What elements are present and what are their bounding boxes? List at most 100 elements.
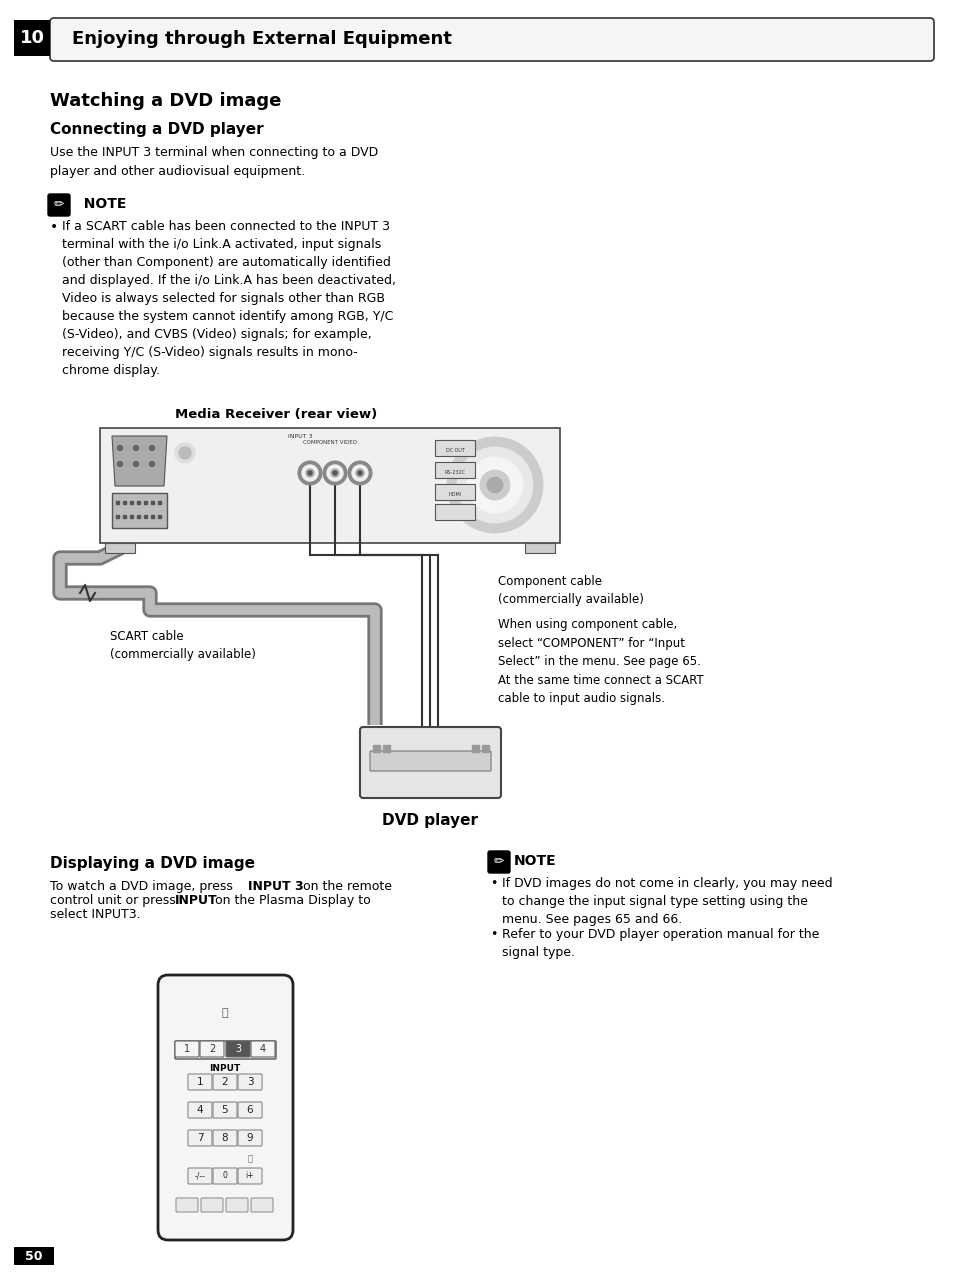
Text: on the Plasma Display to: on the Plasma Display to	[211, 894, 371, 907]
FancyBboxPatch shape	[237, 1130, 262, 1147]
FancyBboxPatch shape	[251, 1198, 273, 1212]
FancyBboxPatch shape	[174, 1041, 275, 1059]
Text: Refer to your DVD player operation manual for the
signal type.: Refer to your DVD player operation manua…	[501, 927, 819, 959]
Text: DVD player: DVD player	[381, 813, 477, 828]
Text: 0: 0	[222, 1172, 227, 1181]
Text: ✏: ✏	[494, 856, 504, 869]
Text: HDMI: HDMI	[448, 492, 461, 497]
Circle shape	[117, 461, 122, 466]
FancyBboxPatch shape	[435, 462, 475, 478]
FancyBboxPatch shape	[112, 493, 167, 527]
Text: i+: i+	[246, 1172, 254, 1181]
Bar	[130, 501, 132, 505]
FancyBboxPatch shape	[14, 20, 50, 56]
FancyBboxPatch shape	[200, 1041, 224, 1057]
Polygon shape	[112, 436, 167, 485]
Text: on the remote: on the remote	[298, 880, 392, 893]
FancyBboxPatch shape	[237, 1168, 262, 1184]
FancyBboxPatch shape	[226, 1198, 248, 1212]
Text: 5: 5	[221, 1105, 228, 1115]
Circle shape	[333, 471, 336, 475]
FancyBboxPatch shape	[237, 1074, 262, 1091]
Text: 3: 3	[247, 1077, 253, 1087]
Bar	[116, 515, 119, 519]
Text: Watching a DVD image: Watching a DVD image	[50, 92, 281, 110]
Circle shape	[355, 469, 364, 476]
Circle shape	[327, 465, 343, 482]
Bar	[472, 745, 478, 752]
Circle shape	[150, 461, 154, 466]
FancyBboxPatch shape	[524, 543, 555, 553]
Bar	[382, 745, 390, 752]
FancyBboxPatch shape	[105, 543, 135, 553]
Text: 4: 4	[259, 1043, 266, 1054]
Text: To watch a DVD image, press: To watch a DVD image, press	[50, 880, 236, 893]
Bar	[158, 501, 161, 505]
Text: INPUT: INPUT	[209, 1064, 240, 1073]
FancyBboxPatch shape	[188, 1102, 212, 1119]
FancyBboxPatch shape	[14, 1247, 54, 1265]
Bar	[137, 515, 140, 519]
Circle shape	[308, 471, 312, 475]
Text: SCART cable
(commercially available): SCART cable (commercially available)	[110, 631, 255, 661]
FancyBboxPatch shape	[213, 1130, 236, 1147]
Text: INPUT 3: INPUT 3	[248, 880, 303, 893]
Circle shape	[133, 461, 138, 466]
Circle shape	[297, 461, 322, 485]
Bar	[481, 745, 489, 752]
Text: RS-232C: RS-232C	[444, 470, 465, 475]
FancyBboxPatch shape	[488, 851, 510, 873]
Circle shape	[306, 469, 314, 476]
Text: 2: 2	[221, 1077, 228, 1087]
Circle shape	[357, 471, 361, 475]
Text: ⏻: ⏻	[221, 1008, 228, 1018]
FancyBboxPatch shape	[188, 1074, 212, 1091]
Circle shape	[456, 447, 533, 524]
FancyBboxPatch shape	[188, 1130, 212, 1147]
FancyBboxPatch shape	[213, 1168, 236, 1184]
Text: INPUT: INPUT	[174, 894, 217, 907]
FancyBboxPatch shape	[435, 484, 475, 499]
Bar	[158, 515, 161, 519]
FancyBboxPatch shape	[213, 1074, 236, 1091]
FancyBboxPatch shape	[50, 18, 933, 61]
Text: Component cable
(commercially available): Component cable (commercially available)	[497, 575, 643, 606]
Text: When using component cable,
select “COMPONENT” for “Input
Select” in the menu. S: When using component cable, select “COMP…	[497, 618, 703, 705]
Circle shape	[323, 461, 347, 485]
FancyBboxPatch shape	[213, 1102, 236, 1119]
Circle shape	[179, 447, 191, 459]
Text: Displaying a DVD image: Displaying a DVD image	[50, 856, 254, 871]
Circle shape	[352, 465, 368, 482]
Text: ✏: ✏	[53, 199, 64, 211]
Circle shape	[302, 465, 317, 482]
FancyBboxPatch shape	[237, 1102, 262, 1119]
Bar	[130, 515, 132, 519]
Text: •: •	[50, 220, 58, 234]
Text: Connecting a DVD player: Connecting a DVD player	[50, 122, 263, 138]
Text: DC OUT: DC OUT	[445, 448, 464, 454]
Circle shape	[214, 1003, 234, 1023]
Circle shape	[447, 437, 542, 533]
Circle shape	[133, 446, 138, 451]
FancyBboxPatch shape	[370, 750, 491, 771]
Text: 4: 4	[196, 1105, 203, 1115]
FancyBboxPatch shape	[188, 1168, 212, 1184]
Circle shape	[331, 469, 338, 476]
Text: NOTE: NOTE	[514, 854, 556, 868]
FancyBboxPatch shape	[435, 505, 475, 520]
Text: 50: 50	[25, 1250, 43, 1263]
Text: control unit or press: control unit or press	[50, 894, 179, 907]
FancyBboxPatch shape	[175, 1198, 198, 1212]
Bar	[144, 501, 147, 505]
Text: •: •	[490, 877, 497, 891]
FancyBboxPatch shape	[435, 440, 475, 456]
Circle shape	[486, 476, 502, 493]
Text: 10: 10	[19, 29, 45, 47]
Text: COMPONENT VIDEO: COMPONENT VIDEO	[303, 440, 356, 445]
Circle shape	[174, 443, 194, 462]
Circle shape	[150, 446, 154, 451]
Text: Use the INPUT 3 terminal when connecting to a DVD
player and other audiovisual e: Use the INPUT 3 terminal when connecting…	[50, 147, 377, 177]
Circle shape	[348, 461, 372, 485]
Text: 9: 9	[247, 1133, 253, 1143]
FancyBboxPatch shape	[359, 727, 500, 798]
